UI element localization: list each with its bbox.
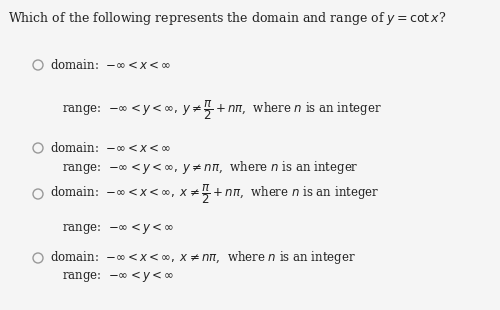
Text: Which of the following represents the domain and range of $y = \cot x$?: Which of the following represents the do… xyxy=(8,10,446,27)
Text: range:  $-\infty < y < \infty$: range: $-\infty < y < \infty$ xyxy=(62,269,174,285)
Text: domain:  $-\infty < x <\infty,\; x \neq \dfrac{\pi}{2}+n\pi$,  where $n$ is an i: domain: $-\infty < x <\infty,\; x \neq \… xyxy=(50,182,380,206)
Text: range:  $-\infty < y <\infty,\; y \neq n\pi$,  where $n$ is an integer: range: $-\infty < y <\infty,\; y \neq n\… xyxy=(62,158,358,175)
Text: domain:  $-\infty < x <\infty,\; x \neq n\pi$,  where $n$ is an integer: domain: $-\infty < x <\infty,\; x \neq n… xyxy=(50,250,356,267)
Text: domain:  $-\infty < x < \infty$: domain: $-\infty < x < \infty$ xyxy=(50,58,172,72)
Text: range:  $-\infty < y < \infty$: range: $-\infty < y < \infty$ xyxy=(62,220,174,236)
Text: range:  $-\infty < y <\infty,\; y \neq \dfrac{\pi}{2}+n\pi$,  where $n$ is an in: range: $-\infty < y <\infty,\; y \neq \d… xyxy=(62,98,382,122)
Text: domain:  $-\infty < x < \infty$: domain: $-\infty < x < \infty$ xyxy=(50,141,172,155)
